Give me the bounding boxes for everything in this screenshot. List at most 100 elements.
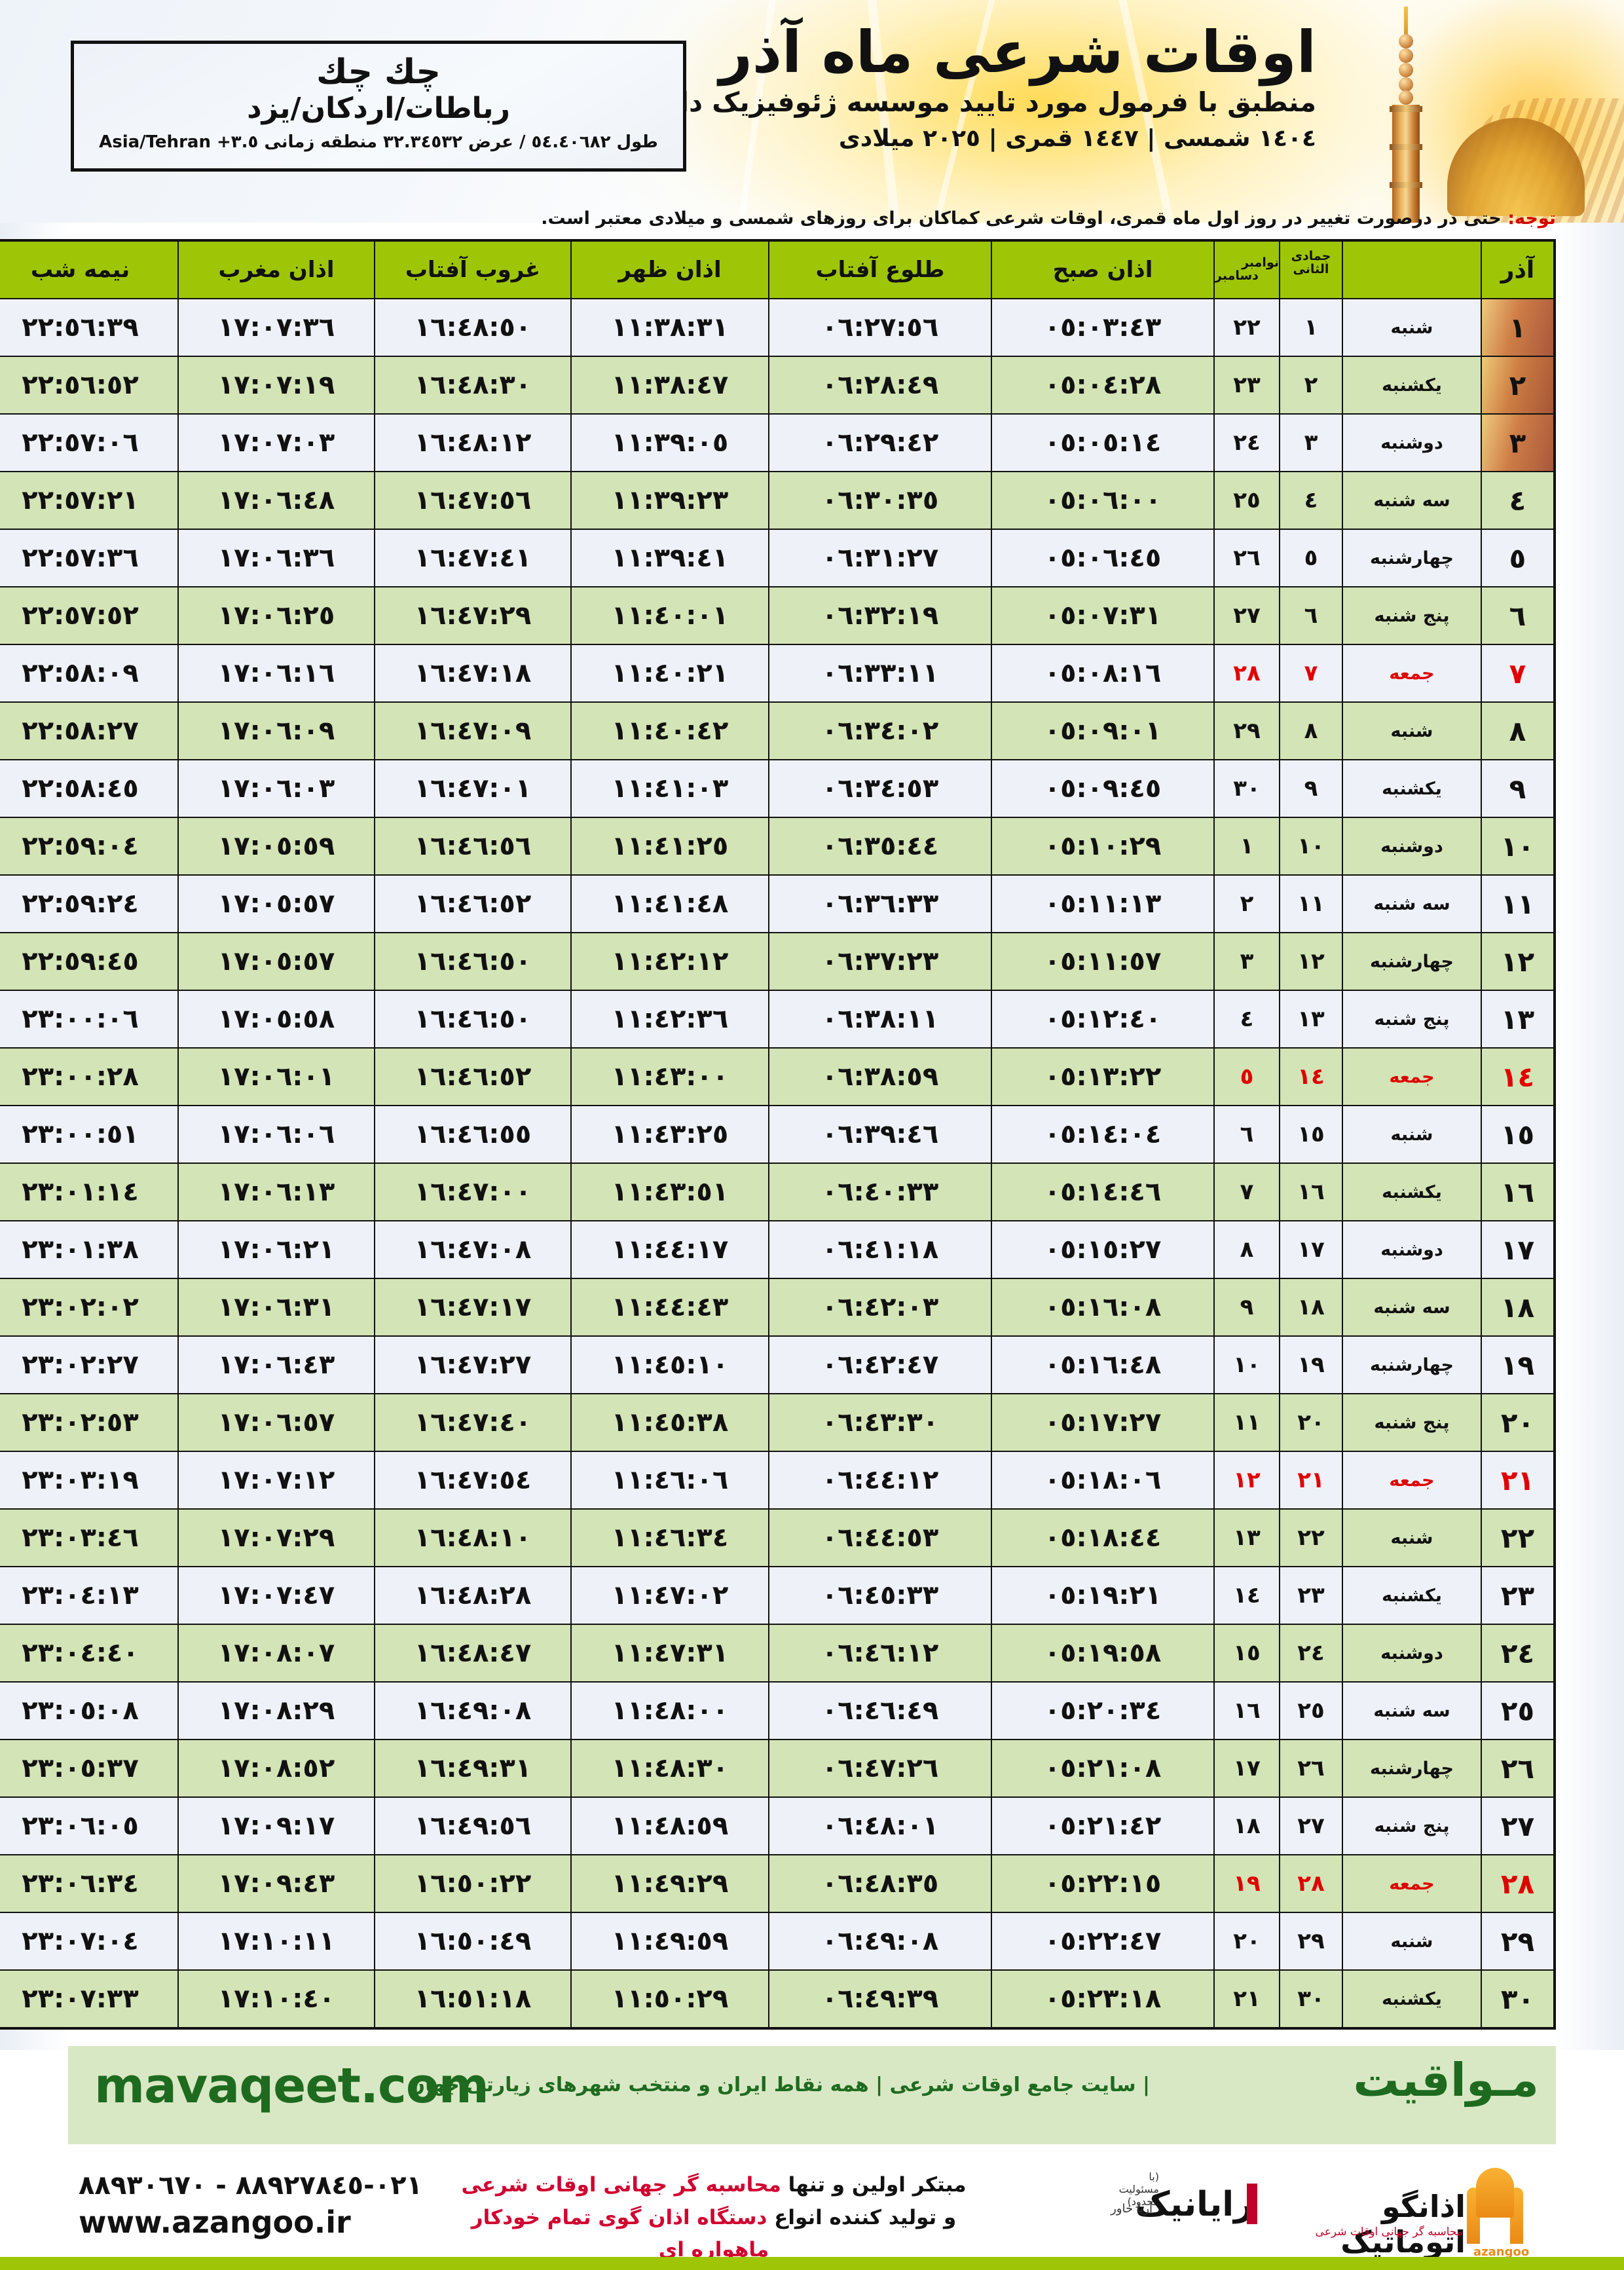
cell-weekday: سه شنبه: [1342, 1681, 1482, 1740]
note-text: حتی در درصورت تغییر در روز اول ماه قمری،…: [541, 208, 1502, 229]
cell-fajr-time: ٠٥:١٦:٤٨: [991, 1335, 1215, 1394]
cell-sunrise-time: ٠٦:٣٩:٤٦: [768, 1105, 992, 1164]
cell-maghrib-time: ١٧:١٠:٤٠: [177, 1969, 375, 2029]
cell-dhuhr-time: ١١:٤٣:٥١: [570, 1163, 769, 1221]
page-subtitle-years: ١٤٠٤ شمسی | ١٤٤٧ قمری | ٢٠٢٥ میلادی: [838, 124, 1316, 152]
cell-maghrib-time: ١٧:٠٨:٠٧: [177, 1624, 375, 1683]
cell-sunset-time: ١٦:٤٧:١٧: [374, 1278, 572, 1337]
cell-gregorian-day: ١: [1213, 817, 1280, 876]
cell-dhuhr-time: ١١:٤٥:٣٨: [570, 1393, 769, 1452]
cell-dhuhr-time: ١١:٥٠:٢٩: [570, 1969, 769, 2029]
cell-gregorian-day: ١١: [1213, 1393, 1280, 1452]
page-edge-right: [1556, 223, 1624, 2050]
cell-azar-day: ٩: [1481, 759, 1555, 818]
table-row: ١٧ دوشنبه ١٧ ٨ ٠٥:١٥:٢٧ ٠٦:٤١:١٨ ١١:٤٤:١٧ ١٦:٤٧…: [0, 1220, 1555, 1279]
cell-maghrib-time: ١٧:٠٦:٠١: [177, 1047, 375, 1106]
location-name: چك چك: [316, 52, 441, 92]
cell-azar-day: ٢: [1481, 356, 1555, 415]
cell-dhuhr-time: ١١:٣٩:٢٣: [570, 471, 769, 530]
cell-fajr-time: ٠٥:١١:٥٧: [991, 932, 1215, 991]
promo-brand-en[interactable]: mavaqeet.com: [94, 2058, 489, 2114]
column-header-gregorian-december: دسامبر: [1215, 269, 1259, 283]
cell-weekday: جمعه: [1342, 1451, 1482, 1510]
cell-sunset-time: ١٦:٤٧:٠٩: [374, 701, 572, 760]
table-row: ١٦ یکشنبه ١٦ ٧ ٠٥:١٤:٤٦ ٠٦:٤٠:٣٣ ١١:٤٣:٥١ ١٦:٤٧…: [0, 1163, 1555, 1221]
cell-hijri-day: ١٤: [1279, 1047, 1343, 1106]
cell-maghrib-time: ١٧:٠٨:٢٩: [177, 1681, 375, 1740]
cell-maghrib-time: ١٧:٠٦:٠٣: [177, 759, 375, 818]
cell-azar-day: ٢٢: [1481, 1508, 1555, 1567]
table-row: ٦ پنج شنبه ٦ ٢٧ ٠٥:٠٧:٣١ ٠٦:٣٢:١٩ ١١:٤٠:٠١ ١٦:٤…: [0, 586, 1555, 645]
cell-sunrise-time: ٠٦:٤٤:٥٣: [768, 1508, 992, 1567]
cell-maghrib-time: ١٧:٠٧:٤٧: [177, 1566, 375, 1625]
rayanik-bar-mark: [1247, 2184, 1257, 2224]
table-row: ١٢ چهارشنبه ١٢ ٣ ٠٥:١١:٥٧ ٠٦:٣٧:٢٣ ١١:٤٢:١٢ ١٦:…: [0, 932, 1555, 991]
cell-weekday: یکشنبه: [1342, 1566, 1482, 1625]
bottom-green-edge: [0, 2257, 1624, 2270]
cell-fajr-time: ٠٥:١٠:٢٩: [991, 817, 1215, 876]
cell-sunrise-time: ٠٦:٢٨:٤٩: [768, 356, 992, 415]
cell-azar-day: ٢٤: [1481, 1624, 1555, 1683]
cell-hijri-day: ٢٦: [1279, 1739, 1343, 1798]
cell-gregorian-day: ٤: [1213, 990, 1280, 1049]
cell-sunrise-time: ٠٦:٣٢:١٩: [768, 586, 992, 645]
cell-dhuhr-time: ١١:٤٧:٠٢: [570, 1566, 769, 1625]
cell-dhuhr-time: ١١:٤٤:١٧: [570, 1220, 769, 1279]
cell-gregorian-day: ١٦: [1213, 1681, 1280, 1740]
cell-weekday: جمعه: [1342, 644, 1482, 703]
cell-maghrib-time: ١٧:٠٧:٣٦: [177, 298, 375, 357]
page-footer: ٠٢١-٨٨٩٢٧٨٤٥ - ٨٨٩٣٠٦٧٠ www.azangoo.ir م…: [0, 2152, 1624, 2270]
cell-dhuhr-time: ١١:٣٩:٤١: [570, 529, 769, 587]
cell-weekday: دوشنبه: [1342, 413, 1482, 472]
footer-line1-prefix: مبتکر اولین و تنها: [781, 2173, 967, 2197]
cell-midnight-time: ٢٣:٠٣:٤٦: [0, 1508, 179, 1567]
cell-hijri-day: ٨: [1279, 701, 1343, 760]
cell-hijri-day: ٢: [1279, 356, 1343, 415]
cell-azar-day: ١٣: [1481, 990, 1555, 1049]
cell-azar-day: ٢٨: [1481, 1854, 1555, 1913]
cell-weekday: سه شنبه: [1342, 874, 1482, 933]
cell-sunset-time: ١٦:٤٧:٢٧: [374, 1335, 572, 1394]
cell-midnight-time: ٢٣:٠٦:٣٤: [0, 1854, 179, 1913]
cell-dhuhr-time: ١١:٤٦:٠٦: [570, 1451, 769, 1510]
cell-hijri-day: ١٨: [1279, 1278, 1343, 1337]
mosque-icon: azangoo: [1466, 2159, 1529, 2259]
cell-hijri-day: ١٥: [1279, 1105, 1343, 1164]
table-row: ٢٦ چهارشنبه ٢٦ ١٧ ٠٥:٢١:٠٨ ٠٦:٤٧:٢٦ ١١:٤٨:٣٠ ١٦…: [0, 1739, 1555, 1798]
promo-bar: مـواقیت | سایت جامع اوقات شرعی | همه نقا…: [68, 2046, 1556, 2144]
cell-midnight-time: ٢٢:٥٧:٢١: [0, 471, 179, 530]
table-row: ١١ سه شنبه ١١ ٢ ٠٥:١١:١٣ ٠٦:٣٦:٣٣ ١١:٤١:٤٨ ١٦:٤…: [0, 874, 1555, 933]
cell-midnight-time: ٢٣:٠٢:٠٢: [0, 1278, 179, 1337]
table-row: ١ شنبه ١ ٢٢ ٠٥:٠٣:٤٣ ٠٦:٢٧:٥٦ ١١:٣٨:٣١ ١٦:٤٨:٥٠…: [0, 298, 1555, 357]
cell-fajr-time: ٠٥:٠٧:٣١: [991, 586, 1215, 645]
footer-website[interactable]: www.azangoo.ir: [79, 2205, 351, 2240]
cell-midnight-time: ٢٢:٥٨:٤٥: [0, 759, 179, 818]
cell-fajr-time: ٠٥:٠٣:٤٣: [991, 298, 1215, 357]
cell-weekday: چهارشنبه: [1342, 1335, 1482, 1394]
table-row: ٢٠ پنج شنبه ٢٠ ١١ ٠٥:١٧:٢٧ ٠٦:٤٣:٣٠ ١١:٤٥:٣٨ ١٦…: [0, 1393, 1555, 1452]
location-coordinates: طول ٥٤.٤٠٦٨٢ / عرض ٣٢.٣٤٥٣٢ منطقه زمانی …: [99, 132, 658, 152]
cell-fajr-time: ٠٥:١٣:٢٢: [991, 1047, 1215, 1106]
cell-azar-day: ٢٠: [1481, 1393, 1555, 1452]
cell-midnight-time: ٢٢:٥٦:٣٩: [0, 298, 179, 357]
cell-sunset-time: ١٦:٤٦:٥٥: [374, 1105, 572, 1164]
cell-sunrise-time: ٠٦:٤٨:٣٥: [768, 1854, 992, 1913]
cell-sunset-time: ١٦:٤٦:٥٠: [374, 932, 572, 991]
table-row: ٧ جمعه ٧ ٢٨ ٠٥:٠٨:١٦ ٠٦:٣٣:١١ ١١:٤٠:٢١ ١٦:٤٧:١٨…: [0, 644, 1555, 703]
cell-hijri-day: ٢٠: [1279, 1393, 1343, 1452]
cell-fajr-time: ٠٥:٢٢:٤٧: [991, 1912, 1215, 1971]
cell-dhuhr-time: ١١:٤٢:١٢: [570, 932, 769, 991]
cell-maghrib-time: ١٧:٠٦:١٣: [177, 1163, 375, 1221]
cell-sunrise-time: ٠٦:٣٨:١١: [768, 990, 992, 1049]
cell-sunset-time: ١٦:٤٩:٠٨: [374, 1681, 572, 1740]
azangoo-sublabel: محاسبه گر جهانی اوقات شرعی: [1315, 2225, 1463, 2239]
cell-sunrise-time: ٠٦:٣٧:٢٣: [768, 932, 992, 991]
cell-maghrib-time: ١٧:٠٩:٤٣: [177, 1854, 375, 1913]
cell-weekday: سه شنبه: [1342, 1278, 1482, 1337]
cell-gregorian-day: ٣٠: [1213, 759, 1280, 818]
footer-phone: ٠٢١-٨٨٩٢٧٨٤٥ - ٨٨٩٣٠٦٧٠: [79, 2170, 422, 2201]
table-row: ٢٨ جمعه ٢٨ ١٩ ٠٥:٢٢:١٥ ٠٦:٤٨:٣٥ ١١:٤٩:٢٩ ١٦:٥٠:…: [0, 1854, 1555, 1913]
rayanik-sublabel-1: (با مسئولیت محدود): [1118, 2170, 1159, 2208]
cell-gregorian-day: ١٨: [1213, 1796, 1280, 1855]
cell-dhuhr-time: ١١:٤٩:٢٩: [570, 1854, 769, 1913]
